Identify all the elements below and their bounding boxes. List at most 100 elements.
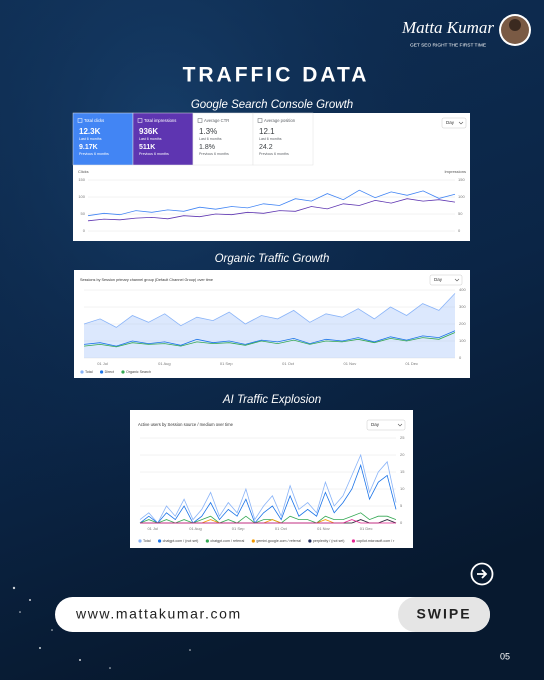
metric-checkbox: [197, 118, 203, 123]
legend-label: chatgpt.com / referral: [210, 539, 244, 543]
y-tick-label: 100: [459, 338, 466, 343]
dropdown-label: Day: [434, 277, 443, 282]
metric-prev-value: 1.8%: [199, 144, 215, 151]
legend-label: perplexity / (not set): [313, 539, 345, 543]
cta: SWIPE: [416, 606, 471, 622]
legend-swatch: [99, 370, 104, 374]
brand: Matta Kumar: [401, 18, 494, 37]
y-tick-label: 5: [400, 503, 403, 508]
dropdown-label: Day: [371, 422, 380, 427]
line: [83, 293, 456, 328]
sparkles: [12, 586, 191, 669]
y-tick-label: 200: [459, 321, 466, 326]
metric-prev-period: Previous 6 months: [259, 152, 289, 156]
legend-swatch: [121, 370, 125, 374]
x-tick-label: 01 Aug: [189, 526, 201, 531]
y-tick-label: 0: [459, 355, 462, 360]
x-tick-label: 01 Sep: [220, 361, 233, 366]
y-tick-label: 0: [83, 228, 86, 233]
dropdown-caret: [458, 121, 464, 125]
y-tick-label: 100: [78, 194, 85, 199]
metric-checkbox: [137, 118, 143, 123]
metric-period: Last 6 months: [199, 137, 222, 141]
y2-tick-label: 100: [458, 194, 465, 199]
metric-card[interactable]: [192, 112, 254, 166]
x-tick-label: 01 Dec: [360, 526, 373, 531]
metric-label: Average CTR: [204, 118, 229, 123]
url-pill[interactable]: [55, 597, 490, 632]
y2-tick-label: 0: [458, 228, 461, 233]
y-tick-label: 15: [400, 469, 405, 474]
x-tick-label: 01 Jul: [97, 361, 108, 366]
metric-value: 1.3%: [199, 127, 217, 136]
metric-card[interactable]: [72, 112, 134, 166]
legend-swatch: [351, 539, 356, 543]
x-tick-label: 01 Aug: [158, 361, 170, 366]
next-icon[interactable]: [470, 562, 494, 586]
legend-label: Direct: [105, 370, 114, 374]
metric-checkbox: [257, 118, 263, 123]
line: [83, 332, 456, 348]
legend-swatch: [251, 539, 255, 543]
metric-label: Average position: [264, 118, 296, 123]
y-tick-label: 150: [78, 177, 85, 182]
swipe-pill[interactable]: [398, 597, 490, 632]
line: [83, 330, 456, 347]
y-tick-label: 300: [459, 304, 466, 309]
y2-tick-label: 150: [458, 177, 465, 182]
avatar-head: [509, 19, 521, 31]
metric-prev-value: 24.2: [259, 144, 273, 151]
metric-card[interactable]: [132, 112, 194, 166]
x-tick-label: 01 Oct: [282, 361, 295, 366]
metric-period: Last 6 months: [139, 137, 162, 141]
line: [87, 198, 456, 222]
legend-label: chatgpt.com / (not set): [163, 539, 199, 543]
metric-period: Last 6 months: [79, 137, 102, 141]
x-tick-label: 01 Nov: [344, 361, 357, 366]
x-tick-label: 01 Jul: [147, 526, 158, 531]
metric-label: Total clicks: [84, 118, 104, 123]
dropdown-caret: [397, 423, 403, 427]
y2-tick-label: 50: [458, 211, 463, 216]
metric-prev-value: 511K: [139, 144, 155, 151]
y-tick-label: 25: [400, 435, 405, 440]
tagline: GET SEO RIGHT THE FIRST TIME: [410, 42, 486, 48]
y-tick-label: 0: [400, 520, 403, 525]
legend-swatch: [308, 539, 312, 543]
dropdown-caret: [454, 278, 460, 282]
y-axis-label: Clicks: [78, 169, 89, 174]
legend-label: copilot.microsoft.com / r: [356, 539, 395, 543]
legend-label: Organic Search: [126, 370, 151, 374]
dropdown[interactable]: [366, 419, 406, 431]
dropdown[interactable]: [441, 117, 467, 129]
y-tick-label: 50: [81, 211, 86, 216]
y-tick-label: 20: [400, 452, 405, 457]
x-tick-label: 01 Oct: [275, 526, 288, 531]
line: [87, 189, 456, 217]
page-title: TRAFFIC DATA: [183, 64, 370, 87]
legend-swatch: [157, 539, 162, 543]
dropdown-label: Day: [446, 120, 455, 125]
x-tick-label: 01 Nov: [317, 526, 330, 531]
section-caption: Organic Traffic Growth: [215, 253, 330, 265]
metric-card[interactable]: [252, 112, 314, 166]
x-tick-label: 01 Dec: [405, 361, 418, 366]
metric-value: 12.3K: [79, 127, 101, 136]
y-tick-label: 400: [459, 287, 466, 292]
metric-prev-period: Previous 6 months: [79, 152, 109, 156]
dropdown[interactable]: [429, 274, 463, 286]
chart-title: Active users by Session source / medium …: [138, 422, 234, 427]
line: [139, 453, 397, 524]
metric-label: Total impressions: [144, 118, 176, 123]
legend-label: Total: [85, 370, 93, 374]
line: [140, 519, 396, 524]
legend-swatch: [80, 370, 84, 374]
legend-label: Total: [143, 539, 151, 543]
section-caption: Google Search Console Growth: [191, 99, 353, 111]
x-tick-label: 01 Sep: [232, 526, 245, 531]
next-arrow: [477, 569, 488, 579]
y-tick-label: 10: [400, 486, 405, 491]
page-number: 05: [500, 651, 510, 661]
